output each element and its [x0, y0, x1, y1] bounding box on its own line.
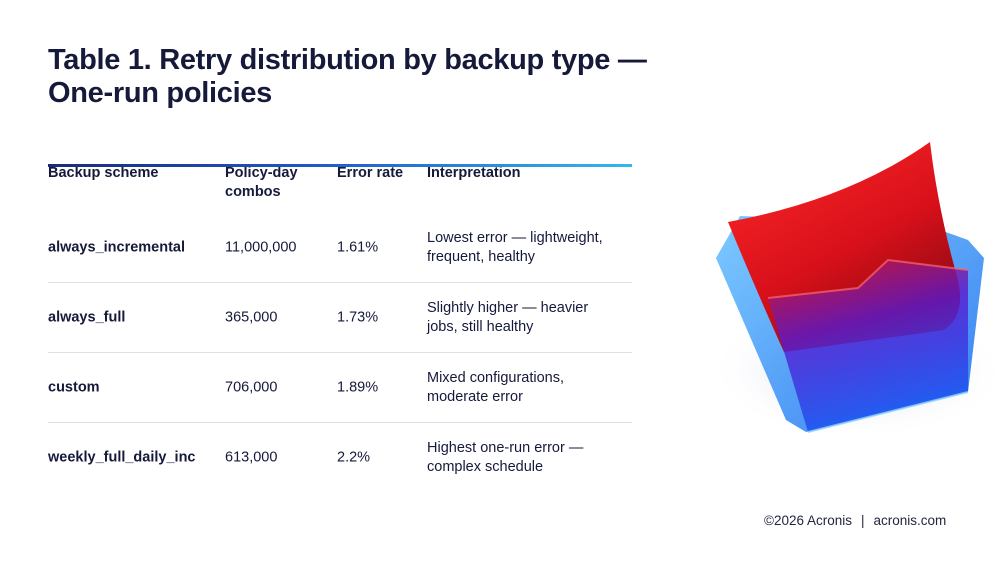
- title-line-1: Table 1. Retry distribution by backup ty…: [48, 44, 647, 76]
- retry-distribution-table: Backup scheme Policy-day combos Error ra…: [48, 164, 632, 492]
- title-line-2: One-run policies: [48, 77, 273, 109]
- cell-scheme: always_full: [48, 309, 126, 325]
- table-row: custom 706,000 1.89% Mixed configuration…: [48, 353, 632, 423]
- header-rule: [48, 164, 632, 167]
- cell-error-rate: 1.61%: [337, 239, 379, 255]
- cell-interpretation: Mixed configurations, moderate error: [427, 369, 565, 405]
- header-backup-scheme: Backup scheme: [48, 165, 159, 181]
- table-row: weekly_full_daily_inc 613,000 2.2% Highe…: [48, 423, 632, 492]
- folder-icon: [708, 142, 1000, 440]
- cell-combos: 11,000,000: [225, 239, 297, 255]
- table-row: always_incremental 11,000,000 1.61% Lowe…: [48, 213, 632, 283]
- cell-scheme: always_incremental: [48, 239, 186, 255]
- site-link[interactable]: acronis.com: [873, 513, 947, 528]
- cell-scheme: custom: [48, 379, 100, 395]
- cell-interpretation: Highest one-run error — complex schedule: [427, 439, 584, 475]
- cell-scheme: weekly_full_daily_inc: [48, 449, 196, 465]
- cell-combos: 613,000: [225, 449, 278, 465]
- cell-combos: 365,000: [225, 309, 278, 325]
- page-title: Table 1. Retry distribution by backup ty…: [48, 44, 668, 110]
- cell-combos: 706,000: [225, 379, 278, 395]
- header-error-rate: Error rate: [337, 165, 404, 181]
- cell-error-rate: 1.73%: [337, 309, 379, 325]
- table-row: always_full 365,000 1.73% Slightly highe…: [48, 283, 632, 353]
- cell-interpretation: Lowest error — lightweight, frequent, he…: [427, 229, 603, 265]
- table-header: Backup scheme Policy-day combos Error ra…: [48, 164, 632, 213]
- header-policy-day-combos: Policy-day combos: [225, 165, 298, 200]
- cell-error-rate: 2.2%: [337, 449, 371, 465]
- cell-error-rate: 1.89%: [337, 379, 379, 395]
- cell-interpretation: Slightly higher — heavier jobs, still he…: [427, 299, 589, 335]
- header-interpretation: Interpretation: [427, 165, 521, 181]
- copyright-text: ©2026 Acronis: [764, 513, 853, 528]
- footer: ©2026 Acronis | acronis.com: [764, 513, 946, 528]
- footer-separator: |: [861, 513, 865, 528]
